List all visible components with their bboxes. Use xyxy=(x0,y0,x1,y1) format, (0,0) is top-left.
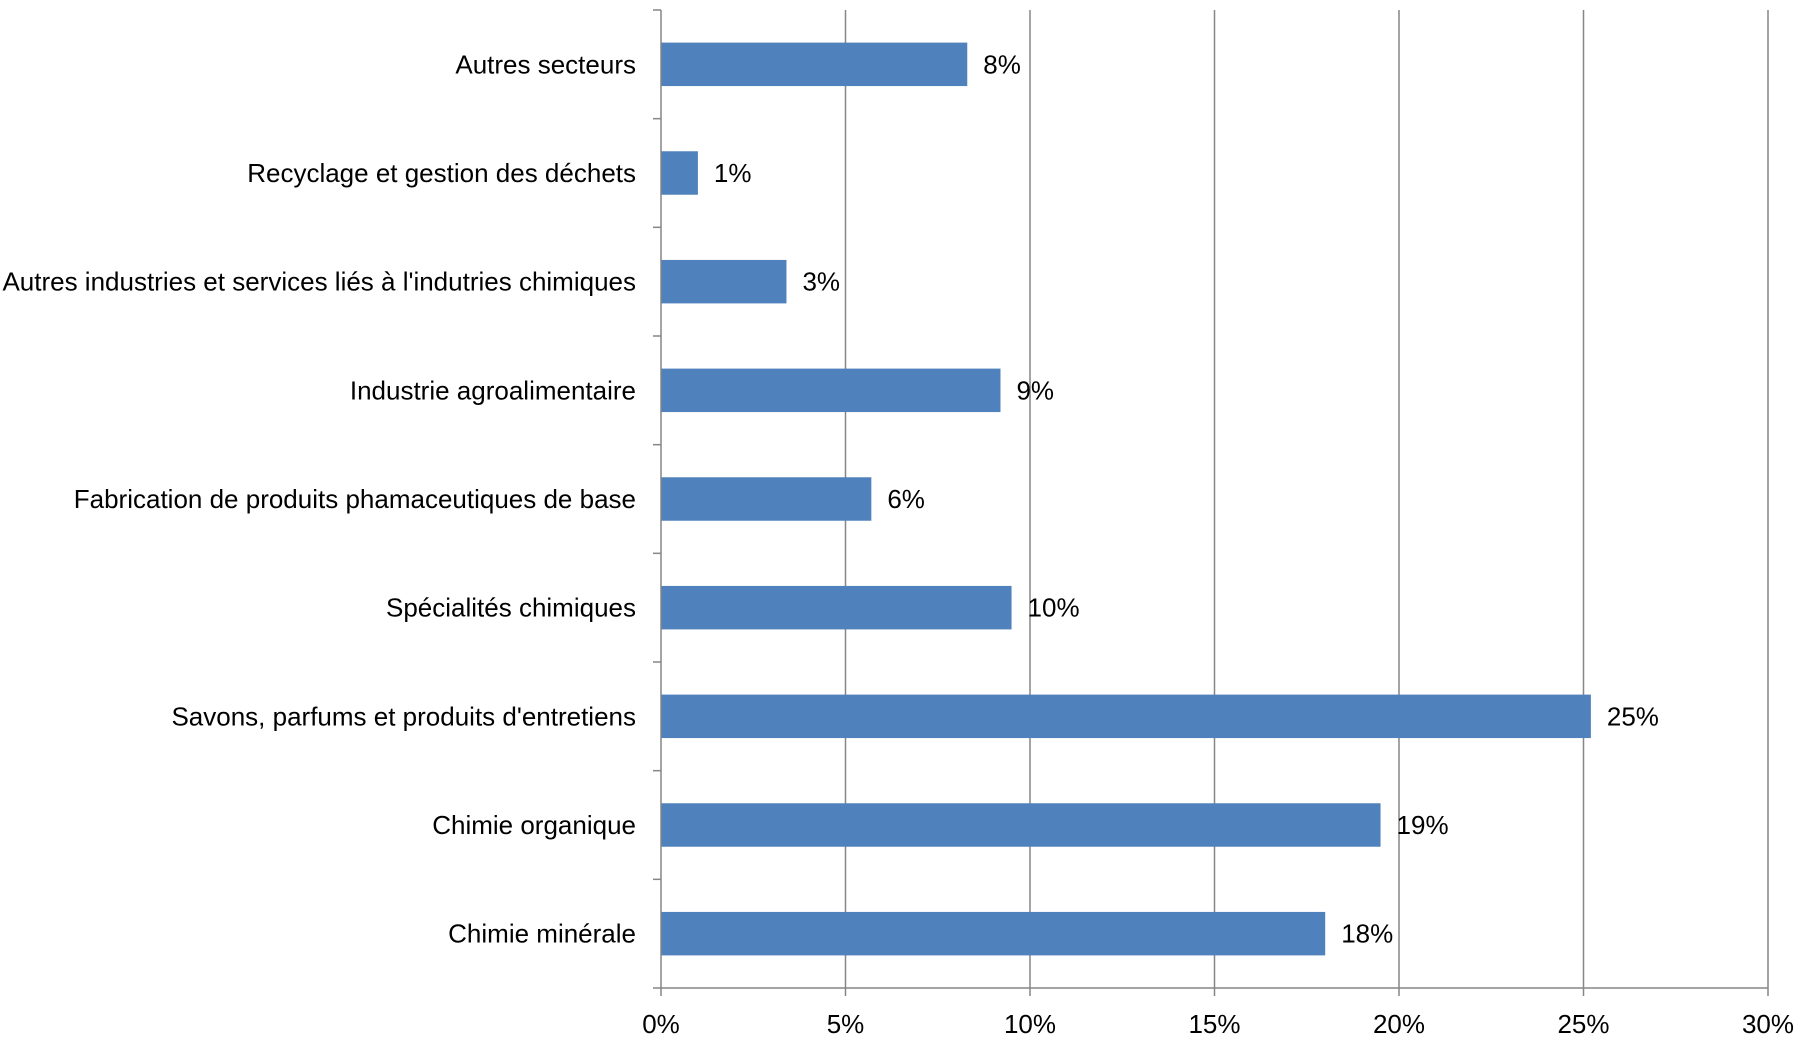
category-label: Autres secteurs xyxy=(455,49,636,79)
bar xyxy=(661,803,1381,847)
x-tick-label: 25% xyxy=(1557,1009,1609,1038)
data-label: 19% xyxy=(1397,810,1449,840)
axes xyxy=(653,9,1769,996)
x-tick-label: 10% xyxy=(1004,1009,1056,1038)
data-label: 6% xyxy=(887,484,925,514)
category-label: Spécialités chimiques xyxy=(386,593,636,623)
bar xyxy=(661,368,1001,413)
category-label: Chimie minérale xyxy=(448,919,636,949)
data-label: 3% xyxy=(802,267,840,297)
category-label: Fabrication de produits phamaceutiques d… xyxy=(74,484,636,514)
data-label: 10% xyxy=(1028,593,1080,623)
x-tick-label: 15% xyxy=(1188,1009,1240,1038)
data-label: 9% xyxy=(1016,375,1054,405)
category-label: Industrie agroalimentaire xyxy=(350,375,636,405)
bar xyxy=(661,585,1012,630)
data-label: 25% xyxy=(1607,701,1659,731)
bar xyxy=(661,42,968,87)
x-tick-label: 0% xyxy=(642,1009,680,1038)
data-label: 1% xyxy=(714,158,752,188)
category-label: Savons, parfums et produits d'entretiens xyxy=(171,701,636,731)
bars xyxy=(661,42,1591,956)
bar xyxy=(661,694,1591,739)
category-label: Recyclage et gestion des déchets xyxy=(247,158,636,188)
category-label: Chimie organique xyxy=(432,810,636,840)
bar xyxy=(661,477,872,521)
x-tick-label: 20% xyxy=(1373,1009,1425,1038)
bar xyxy=(661,911,1326,956)
category-label: Autres industries et services liés à l'i… xyxy=(2,267,636,297)
x-tick-label: 30% xyxy=(1742,1009,1794,1038)
data-label: 8% xyxy=(983,49,1021,79)
data-label: 18% xyxy=(1341,919,1393,949)
bar xyxy=(661,151,698,195)
labels: 0% 5% 10% 15% 20% 25% 30% Autres secteurs 8% Recy… xyxy=(2,49,1794,1038)
x-tick-label: 5% xyxy=(827,1009,865,1038)
bar xyxy=(661,259,787,304)
